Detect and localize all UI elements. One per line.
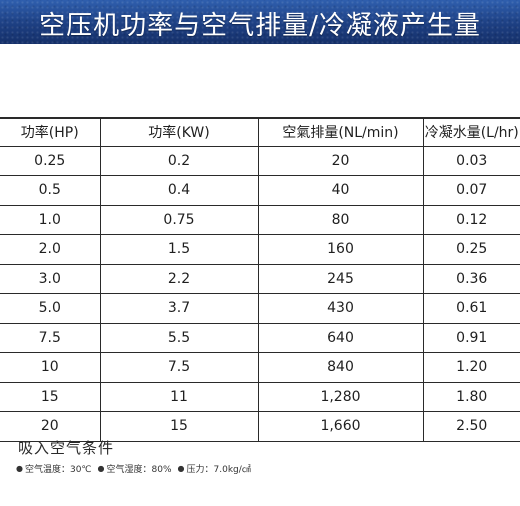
column-header-power-kw: 功率(KW) — [99, 117, 258, 147]
table-cell: 0.07 — [422, 175, 520, 206]
table-cell: 5.5 — [99, 323, 258, 353]
table-cell: 0.25 — [0, 146, 100, 176]
table-cell: 0.36 — [422, 264, 520, 294]
title-banner: 空压机功率与空气排量/冷凝液产生量 — [0, 0, 520, 44]
table-row: 0.5 0.4 40 0.07 — [0, 175, 520, 206]
table-cell: 0.61 — [422, 293, 520, 324]
table-cell: 840 — [257, 352, 423, 383]
table-cell: 245 — [257, 264, 423, 294]
table-cell: 15 — [0, 382, 100, 412]
table-cell: 3.0 — [0, 264, 100, 294]
table-cell: 40 — [257, 175, 423, 206]
table-cell: 640 — [257, 323, 423, 353]
intake-conditions-title: 吸入空气条件 — [18, 439, 115, 457]
table-row: 15 11 1,280 1.80 — [0, 382, 520, 412]
column-header-power-hp: 功率(HP) — [0, 117, 100, 147]
table-row: 0.25 0.2 20 0.03 — [0, 146, 520, 176]
table-cell: 7.5 — [0, 323, 100, 353]
table-row: 5.0 3.7 430 0.61 — [0, 293, 520, 324]
table-row: 7.5 5.5 640 0.91 — [0, 323, 520, 353]
table-cell: 80 — [257, 205, 423, 235]
table-row: 3.0 2.2 245 0.36 — [0, 264, 520, 294]
table-cell: 2.2 — [99, 264, 258, 294]
table-cell: 1.5 — [99, 234, 258, 265]
condition-temperature: ● 空气温度：30℃ — [16, 462, 92, 475]
table-cell: 0.12 — [422, 205, 520, 235]
bullet-dot-icon: ● — [177, 464, 185, 473]
bullet-dot-icon: ● — [97, 464, 105, 473]
table-cell: 10 — [0, 352, 100, 383]
table-cell: 430 — [257, 293, 423, 324]
table-cell: 20 — [0, 411, 100, 442]
table-row: 20 15 1,660 2.50 — [0, 411, 520, 442]
table-header-row: 功率(HP) 功率(KW) 空氣排量(NL/min) 冷凝水量(L/hr) — [0, 117, 520, 147]
column-header-condensate: 冷凝水量(L/hr) — [422, 117, 520, 147]
table-cell: 0.75 — [99, 205, 258, 235]
table-row: 2.0 1.5 160 0.25 — [0, 234, 520, 265]
table-cell: 160 — [257, 234, 423, 265]
table-cell: 0.2 — [99, 146, 258, 176]
table-cell: 11 — [99, 382, 258, 412]
table-cell: 0.03 — [422, 146, 520, 176]
condition-pressure: ● 压力：7.0kg/㎠ — [178, 462, 251, 475]
spec-table: 功率(HP) 功率(KW) 空氣排量(NL/min) 冷凝水量(L/hr) 0.… — [0, 117, 520, 442]
table-cell: 7.5 — [99, 352, 258, 383]
page-title: 空压机功率与空气排量/冷凝液产生量 — [39, 11, 481, 41]
condition-humidity: ● 空气湿度：80% — [98, 462, 172, 475]
table-cell: 1,280 — [257, 382, 423, 412]
table-cell: 0.91 — [422, 323, 520, 353]
table-cell: 3.7 — [99, 293, 258, 324]
table-cell: 15 — [99, 411, 258, 442]
table-cell: 20 — [257, 146, 423, 176]
column-header-air-flow: 空氣排量(NL/min) — [257, 117, 423, 147]
table-cell: 0.25 — [422, 234, 520, 265]
condition-label: 空气温度：30℃ — [24, 465, 92, 475]
table-cell: 5.0 — [0, 293, 100, 324]
table-cell: 2.0 — [0, 234, 100, 265]
table-cell: 1,660 — [257, 411, 423, 442]
table-cell: 2.50 — [422, 411, 520, 442]
table-cell: 1.20 — [422, 352, 520, 383]
condition-label: 压力：7.0kg/㎠ — [186, 465, 251, 475]
table-row: 10 7.5 840 1.20 — [0, 352, 520, 383]
intake-conditions-list: ● 空气温度：30℃ ● 空气湿度：80% ● 压力：7.0kg/㎠ — [16, 462, 251, 475]
table-cell: 0.4 — [99, 175, 258, 206]
condition-label: 空气湿度：80% — [106, 465, 172, 475]
table-cell: 0.5 — [0, 175, 100, 206]
bullet-dot-icon: ● — [16, 464, 23, 473]
table-row: 1.0 0.75 80 0.12 — [0, 205, 520, 235]
table-cell: 1.0 — [0, 205, 100, 235]
table-cell: 1.80 — [422, 382, 520, 412]
